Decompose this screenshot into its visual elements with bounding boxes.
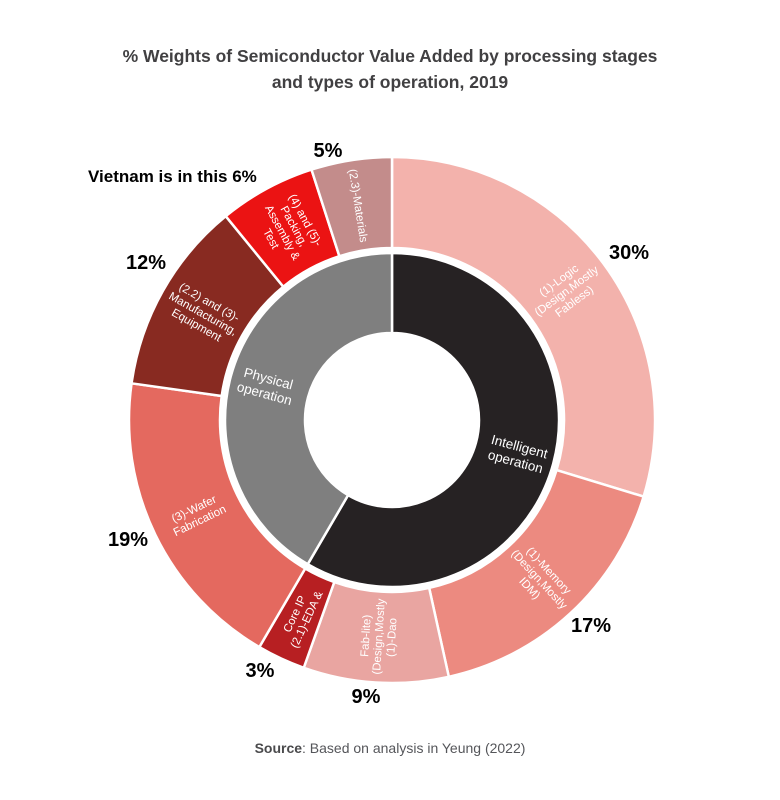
source-text: : Based on analysis in Yeung (2022) xyxy=(302,740,525,756)
page-title-line2: and types of operation, 2019 xyxy=(272,72,509,92)
pct-label-1: 17% xyxy=(571,615,611,637)
donut-segments: IntelligentoperationPhysicaloperation(1)… xyxy=(108,140,657,708)
pct-label-5: 12% xyxy=(126,252,166,274)
outer-segment-label-2: Fab-lite)(Design,Mostly(1)-Dao xyxy=(358,597,401,676)
inner-segment-1 xyxy=(223,251,394,566)
source-note: Source: Based on analysis in Yeung (2022… xyxy=(255,740,526,756)
outer-segment-0 xyxy=(390,155,657,498)
vietnam-annotation: Vietnam is in this 6% xyxy=(88,167,257,186)
page-title-line1: % Weights of Semiconductor Value Added b… xyxy=(123,46,658,66)
inner-segment-0 xyxy=(306,251,561,589)
outer-segment-7 xyxy=(310,155,394,258)
pct-label-2: 9% xyxy=(352,686,381,708)
pct-label-4: 19% xyxy=(108,529,148,551)
pct-label-0: 30% xyxy=(609,242,649,264)
pct-label-3: 3% xyxy=(246,660,275,682)
pct-label-7: 5% xyxy=(314,140,343,162)
outer-segment-4 xyxy=(127,382,307,649)
source-label: Source xyxy=(255,740,303,756)
